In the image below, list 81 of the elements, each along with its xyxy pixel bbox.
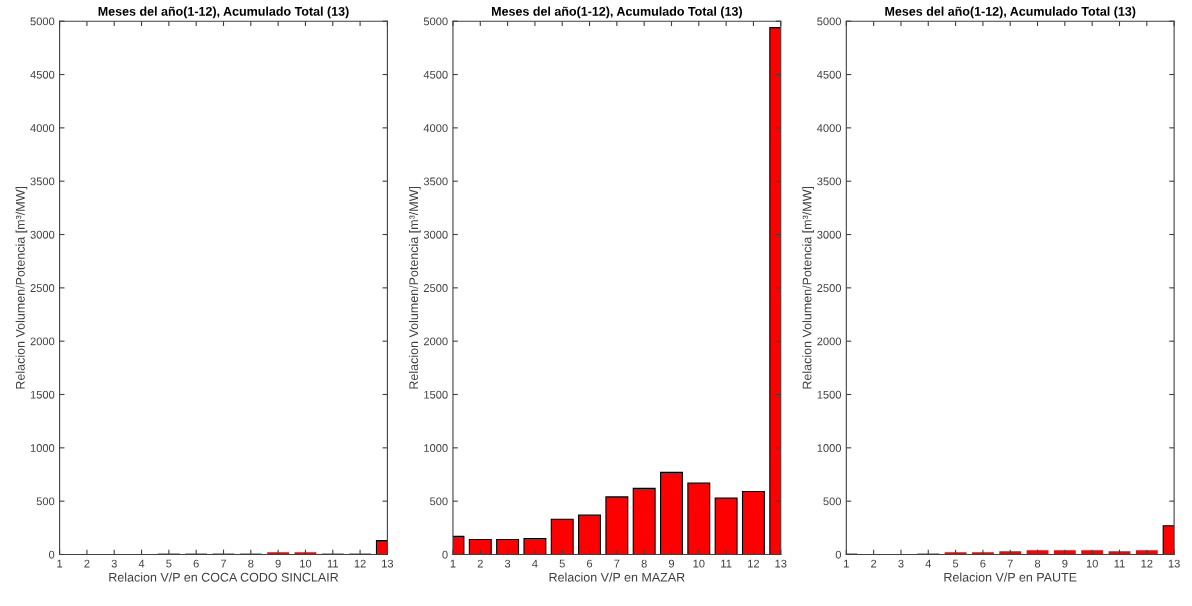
x-tick-label: 4	[532, 559, 538, 568]
x-tick-label: 11	[327, 559, 338, 568]
y-tick-label: 500	[823, 497, 842, 506]
x-tick-label: 12	[748, 559, 760, 568]
x-tick-label: 5	[166, 559, 172, 568]
y-tick-label: 4500	[30, 70, 55, 79]
y-tick-label: 2000	[30, 337, 55, 346]
y-tick-label: 4000	[423, 124, 448, 132]
x-tick-label: 10	[300, 559, 312, 568]
x-tick-label: 1	[57, 559, 63, 568]
x-tick-label: 2	[84, 559, 90, 568]
x-tick-label: 3	[504, 559, 511, 568]
y-tick-label: 1000	[30, 444, 55, 452]
y-tick-label: 3500	[30, 177, 55, 186]
y-tick-label: 5000	[30, 17, 55, 26]
x-tick-label: 3	[898, 559, 904, 568]
x-tick-label: 5	[559, 559, 565, 568]
x-tick-label: 9	[1062, 559, 1068, 568]
y-tick-label: 2500	[817, 284, 842, 292]
x-tick-label: 4	[138, 559, 145, 568]
x-tick-label: 12	[354, 559, 366, 568]
x-tick-label: 11	[1114, 559, 1125, 568]
y-tick-label: 1000	[817, 444, 842, 452]
y-tick-label: 3000	[30, 230, 55, 239]
y-tick-label: 2000	[817, 337, 842, 346]
y-tick-label: 4500	[423, 70, 448, 79]
x-axis-title: Relacion V/P en COCA CODO SINCLAIR	[109, 572, 339, 582]
y-tick-label: 3000	[817, 230, 842, 239]
x-tick-label: 13	[1168, 559, 1180, 568]
x-tick-label: 5	[952, 559, 959, 568]
y-tick-label: 500	[36, 497, 55, 506]
y-tick-label: 3000	[423, 230, 448, 239]
y-tick-label: 0	[835, 550, 842, 559]
y-tick-label: 4000	[30, 124, 55, 132]
y-tick-label: 1500	[30, 390, 55, 399]
x-tick-label: 6	[193, 559, 199, 568]
y-tick-label: 2000	[423, 337, 448, 346]
x-tick-label: 10	[693, 559, 705, 568]
x-tick-label: 3	[111, 559, 117, 568]
x-tick-label: 13	[775, 559, 787, 568]
x-tick-label: 1	[844, 559, 849, 568]
y-tick-label: 3500	[423, 177, 448, 186]
y-axis-title: Relacion Volumen/Potencia [m³/MW]	[802, 186, 814, 389]
x-tick-label: 6	[587, 559, 593, 568]
x-tick-label: 1	[450, 559, 456, 568]
x-tick-label: 13	[382, 559, 394, 568]
x-tick-label: 11	[721, 559, 732, 568]
chart-title: Meses del año(1-12), Acumulado Total (13)	[491, 6, 742, 19]
x-tick-label: 8	[248, 559, 254, 568]
x-tick-label: 12	[1141, 559, 1153, 568]
x-tick-label: 10	[1086, 559, 1098, 568]
x-tick-label: 9	[275, 559, 281, 568]
y-axis-title: Relacion Volumen/Potencia [m³/MW]	[15, 186, 28, 389]
y-tick-label: 5000	[423, 17, 448, 26]
y-tick-label: 0	[442, 550, 448, 559]
x-tick-label: 2	[871, 559, 877, 568]
y-tick-label: 1500	[424, 390, 448, 399]
x-tick-label: 7	[220, 559, 227, 568]
x-tick-label: 9	[668, 559, 675, 568]
y-tick-label: 0	[48, 550, 55, 559]
x-tick-label: 8	[641, 559, 647, 568]
x-axis-title: Relacion V/P en PAUTE	[944, 572, 1077, 582]
y-tick-label: 1000	[424, 444, 448, 452]
x-axis-title: Relacion V/P en MAZAR	[549, 572, 685, 582]
x-tick-label: 6	[980, 559, 986, 568]
y-tick-label: 1500	[817, 390, 842, 399]
x-tick-label: 2	[477, 559, 483, 568]
chart-title: Meses del año(1-12), Acumulado Total (13)	[885, 6, 1136, 19]
y-tick-label: 4500	[817, 70, 842, 79]
y-tick-label: 2500	[423, 284, 448, 292]
chart-title: Meses del año(1-12), Acumulado Total (13)	[98, 6, 349, 19]
x-tick-label: 8	[1034, 559, 1041, 568]
y-tick-label: 3500	[817, 177, 842, 186]
x-tick-label: 4	[925, 559, 932, 568]
y-tick-label: 2500	[30, 284, 55, 292]
y-axis-title: Relacion Volumen/Potencia [m³/MW]	[408, 186, 421, 389]
x-tick-label: 7	[1007, 559, 1013, 568]
y-tick-label: 4000	[817, 124, 842, 132]
x-tick-label: 7	[614, 559, 620, 568]
y-tick-label: 500	[430, 497, 448, 506]
y-tick-label: 5000	[817, 17, 842, 26]
